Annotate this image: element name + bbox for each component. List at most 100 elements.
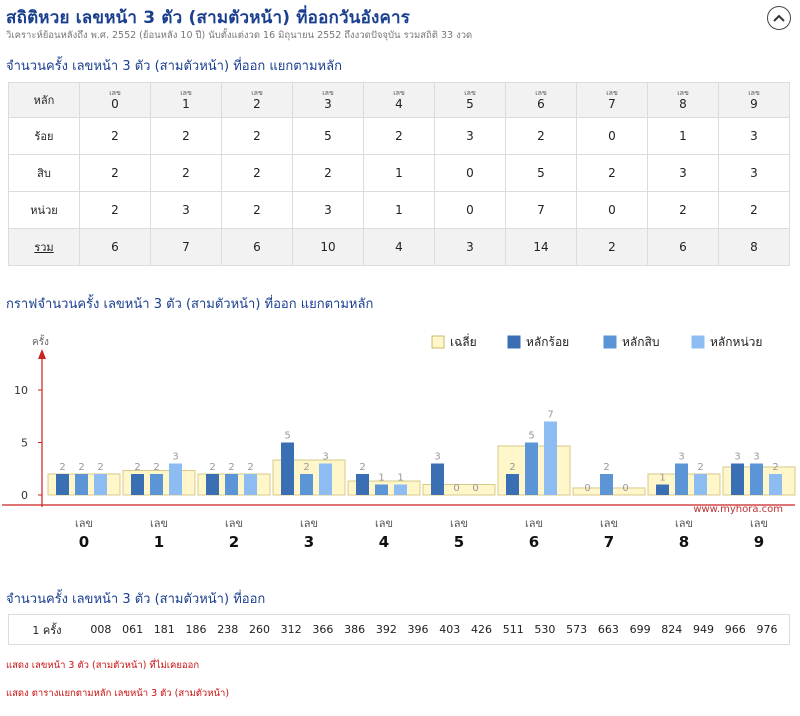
table-cell: 5	[292, 117, 364, 155]
table-cell: 1	[647, 117, 719, 155]
table-cell: 3	[718, 117, 790, 155]
table-cell: 2	[150, 117, 222, 155]
table-cell: 2	[576, 228, 648, 266]
table-cell: 0	[576, 191, 648, 229]
list-count-label: 1 ครั้ง	[32, 623, 62, 637]
bar-2	[769, 474, 782, 495]
column-header-prefix: เลข	[251, 89, 263, 97]
column-header-prefix: เลข	[748, 89, 760, 97]
list-item: 396	[407, 623, 429, 636]
bar-data-label: 0	[472, 483, 478, 494]
column-header-prefix: เลข	[109, 89, 121, 97]
table-cell: 2	[221, 117, 293, 155]
page-title: สถิติหวย เลขหน้า 3 ตัว (สามตัวหน้า) ที่อ…	[6, 8, 411, 28]
column-header-0: เลข 0	[79, 82, 151, 118]
bar-2	[94, 474, 107, 495]
collapse-button[interactable]	[767, 6, 791, 30]
table-cell: 6	[647, 228, 719, 266]
column-header-digit: 1	[182, 97, 190, 111]
bar-2	[169, 463, 182, 495]
legend-label: หลักสิบ	[622, 335, 659, 349]
list-item: 366	[312, 623, 334, 636]
table-cell: 14	[505, 228, 577, 266]
list-item: 061	[122, 623, 144, 636]
table-cell: 2	[647, 191, 719, 229]
corner-header: หลัก	[8, 82, 80, 118]
table-cell: 7	[505, 191, 577, 229]
x-tick-prefix: เลข	[150, 517, 168, 530]
list-item: 426	[470, 623, 492, 636]
row-label: หน่วย	[8, 191, 80, 229]
bar-0	[431, 463, 444, 495]
bar-data-label: 2	[247, 462, 253, 473]
bar-data-label: 2	[228, 462, 234, 473]
legend-label: เฉลี่ย	[450, 333, 477, 349]
bar-data-label: 0	[622, 483, 628, 494]
table-cell: 3	[718, 154, 790, 192]
bar-2	[544, 421, 557, 495]
y-tick-label: 0	[21, 489, 28, 502]
drawn-numbers-list: 1 ครั้ง 008 061 181 186 238 260 312 366 386 392 39…	[8, 614, 790, 645]
bar-1	[150, 474, 163, 495]
bar-data-label: 2	[772, 462, 778, 473]
bar-2	[319, 463, 332, 495]
list-item: 181	[153, 623, 175, 636]
bar-0	[356, 474, 369, 495]
column-header-digit: 8	[679, 97, 687, 111]
bar-1	[750, 463, 763, 495]
x-tick-prefix: เลข	[525, 517, 543, 530]
bar-2	[244, 474, 257, 495]
x-tick-label: 5	[454, 533, 464, 551]
table-cell: 0	[576, 117, 648, 155]
table-row: หน่วย 2 3 2 3 1 0 7 0 2 2	[8, 191, 790, 229]
bar-data-label: 7	[547, 410, 553, 421]
table-row: ร้อย 2 2 2 5 2 3 2 0 1 3	[8, 117, 790, 155]
column-header-2: เลข 2	[221, 82, 293, 118]
list-item: 573	[566, 623, 588, 636]
x-tick-label: 2	[229, 533, 239, 551]
table-cell: 2	[576, 154, 648, 192]
column-header-prefix: เลข	[393, 89, 405, 97]
bar-data-label: 3	[322, 452, 328, 463]
position-table-link[interactable]: แสดง ตารางแยกตามหลัก เลขหน้า 3 ตัว (สามต…	[6, 688, 230, 699]
table-cell: 2	[79, 191, 151, 229]
list-item: 260	[248, 623, 270, 636]
legend-label: หลักหน่วย	[710, 335, 762, 349]
legend-swatch	[431, 335, 445, 349]
x-tick-label: 0	[79, 533, 89, 551]
row-label: สิบ	[8, 154, 80, 192]
bar-1	[600, 474, 613, 495]
x-tick-label: 7	[604, 533, 614, 551]
list-item: 966	[724, 623, 746, 636]
column-header-3: เลข 3	[292, 82, 364, 118]
list-heading: จำนวนครั้ง เลขหน้า 3 ตัว (สามตัวหน้า) ที…	[6, 592, 266, 607]
column-header-1: เลข 1	[150, 82, 222, 118]
column-header-7: เลข 7	[576, 82, 648, 118]
bar-average	[422, 484, 496, 496]
table-cell: 6	[79, 228, 151, 266]
bar-data-label: 3	[678, 452, 684, 463]
x-tick-prefix: เลข	[600, 517, 618, 530]
watermark-text: www.myhora.com	[693, 504, 783, 515]
table-cell: 2	[363, 117, 435, 155]
bar-data-label: 2	[59, 462, 65, 473]
x-tick-prefix: เลข	[750, 517, 768, 530]
bar-1	[675, 463, 688, 495]
table-cell: 5	[505, 154, 577, 192]
y-axis-label: ครั้ง	[32, 334, 49, 348]
chart-heading: กราฟจำนวนครั้ง เลขหน้า 3 ตัว (สามตัวหน้า…	[6, 297, 374, 312]
list-item: 530	[534, 623, 556, 636]
bar-1	[75, 474, 88, 495]
bar-0	[206, 474, 219, 495]
bar-data-label: 2	[78, 462, 84, 473]
row-label: รวม	[8, 228, 80, 266]
bar-data-label: 3	[734, 452, 740, 463]
list-item: 392	[375, 623, 397, 636]
table-cell: 3	[647, 154, 719, 192]
x-tick-prefix: เลข	[225, 517, 243, 530]
never-drawn-link[interactable]: แสดง เลขหน้า 3 ตัว (สามตัวหน้า) ที่ไม่เค…	[6, 660, 200, 671]
list-item: 312	[280, 623, 302, 636]
table-cell: 2	[718, 191, 790, 229]
table-cell: 1	[363, 191, 435, 229]
x-tick-label: 9	[754, 533, 764, 551]
